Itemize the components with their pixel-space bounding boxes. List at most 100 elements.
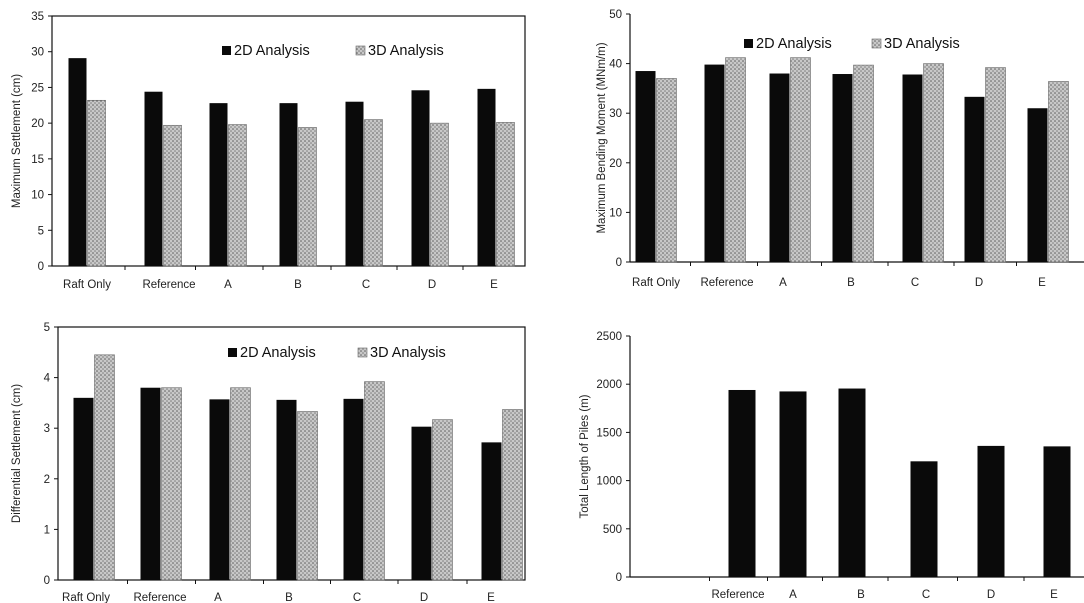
bar-2d-reference	[144, 91, 163, 266]
bar-3d-a	[790, 57, 811, 263]
bar-3d-reference	[163, 124, 182, 267]
bar-3d-b	[298, 127, 317, 267]
y-tick-label: 35	[31, 11, 44, 23]
y-tick-label: 20	[609, 158, 622, 170]
x-category-label: A	[779, 277, 787, 289]
y-axis-title: Differential Settlement (cm)	[11, 384, 23, 523]
bar-3d-c	[923, 63, 944, 263]
y-tick-label: 30	[609, 108, 622, 120]
x-category-label: Reference	[133, 592, 186, 603]
bar-2d-a	[209, 399, 230, 580]
y-tick-label: 25	[31, 82, 44, 94]
bar-2d-a	[779, 391, 807, 577]
y-tick-label: 0	[38, 261, 44, 273]
x-category-label: Raft Only	[63, 279, 111, 291]
bar-2d-c	[345, 101, 364, 266]
bar-2d-c	[343, 398, 364, 580]
bar-3d-d	[430, 122, 449, 267]
bar-3d-d	[985, 67, 1006, 263]
legend-swatch-2d	[228, 348, 237, 357]
bar-2d-b	[838, 388, 866, 577]
x-category-label: A	[214, 592, 222, 603]
x-category-label: E	[487, 592, 495, 603]
bar-2d-e	[481, 442, 502, 580]
x-category-label: D	[975, 277, 983, 289]
y-tick-label: 2000	[596, 379, 622, 391]
x-category-label: C	[911, 277, 919, 289]
bar-3d-b	[297, 411, 318, 581]
bar-3d-raft-only	[94, 354, 115, 581]
bar-2d-raft-only	[68, 58, 87, 267]
pile-length-chart: 0 500 1000 1500 2000 2500 Total Length of Pile…	[579, 331, 1084, 601]
bar-2d-a	[769, 73, 790, 263]
bar-3d-reference	[725, 57, 746, 263]
bar-2d-d	[411, 426, 432, 580]
x-category-label: E	[1038, 277, 1046, 289]
legend-swatch-3d	[357, 347, 368, 358]
x-category-label: Reference	[700, 277, 753, 289]
y-tick-label: 2	[44, 474, 50, 486]
bar-2d-e	[1027, 108, 1048, 263]
y-tick-label: 4	[44, 373, 51, 385]
legend-label-3d: 3D Analysis	[368, 43, 444, 59]
legend-swatch-3d	[871, 38, 882, 49]
bar-2d-b	[279, 103, 298, 267]
bar-3d-c	[364, 381, 385, 581]
y-tick-label: 1500	[596, 427, 622, 439]
bending-moment-chart: 0 10 20 30 40 50 Maximum Bending Moment (MNm/m…	[596, 9, 1084, 289]
bar-2d-d	[964, 96, 985, 262]
y-axis-title: Total Length of Piles (m)	[579, 394, 591, 518]
legend-label-3d: 3D Analysis	[370, 345, 446, 361]
bar-2d-e	[1043, 446, 1071, 577]
y-tick-label: 1	[44, 524, 50, 536]
y-tick-label: 5	[44, 322, 50, 334]
x-category-label: D	[987, 589, 995, 601]
bar-3d-raft-only	[656, 78, 677, 263]
y-tick-label: 20	[31, 118, 44, 130]
x-category-label: B	[285, 592, 293, 603]
bar-3d-raft-only	[87, 99, 106, 267]
bar-2d-raft-only	[73, 397, 94, 580]
bar-3d-a	[230, 387, 251, 581]
bar-2d-reference	[728, 389, 756, 577]
y-tick-label: 0	[616, 257, 622, 269]
legend-label-2d: 2D Analysis	[240, 345, 316, 361]
bar-3d-b	[853, 64, 874, 263]
bar-3d-c	[364, 119, 383, 267]
y-axis-title: Maximum Bending Moment (MNm/m)	[596, 42, 608, 233]
bar-2d-a	[209, 103, 228, 267]
y-tick-label: 40	[609, 59, 622, 71]
x-category-label: B	[857, 589, 865, 601]
x-category-label: A	[224, 279, 232, 291]
y-tick-label: 1000	[596, 476, 622, 488]
bar-3d-d	[432, 419, 453, 581]
bar-3d-e	[502, 409, 523, 581]
y-tick-label: 50	[609, 9, 622, 21]
bar-2d-raft-only	[635, 71, 656, 262]
bar-3d-reference	[161, 387, 182, 581]
y-tick-label: 15	[31, 154, 44, 166]
x-category-label: D	[420, 592, 428, 603]
y-tick-label: 5	[38, 225, 44, 237]
x-category-label: Reference	[142, 279, 195, 291]
bar-2d-c	[902, 74, 923, 263]
x-category-label: E	[1050, 589, 1058, 601]
y-tick-label: 2500	[596, 331, 622, 343]
legend-swatch-2d	[222, 46, 231, 55]
bar-2d-b	[832, 74, 853, 263]
bar-2d-reference	[140, 387, 161, 580]
y-tick-label: 30	[31, 47, 44, 59]
y-tick-label: 0	[616, 572, 622, 584]
bar-2d-d	[977, 445, 1005, 577]
legend-swatch-3d	[355, 45, 366, 56]
bar-2d-d	[411, 90, 430, 267]
x-category-label: C	[922, 589, 930, 601]
y-tick-label: 0	[44, 575, 50, 587]
y-tick-label: 500	[603, 524, 622, 536]
x-category-label: Raft Only	[62, 592, 110, 603]
y-axis-title: Maximum Settlement (cm)	[11, 74, 23, 208]
bar-2d-c	[910, 461, 938, 577]
x-category-label: A	[789, 589, 797, 601]
x-category-label: C	[362, 279, 370, 291]
bar-3d-e	[496, 122, 515, 267]
